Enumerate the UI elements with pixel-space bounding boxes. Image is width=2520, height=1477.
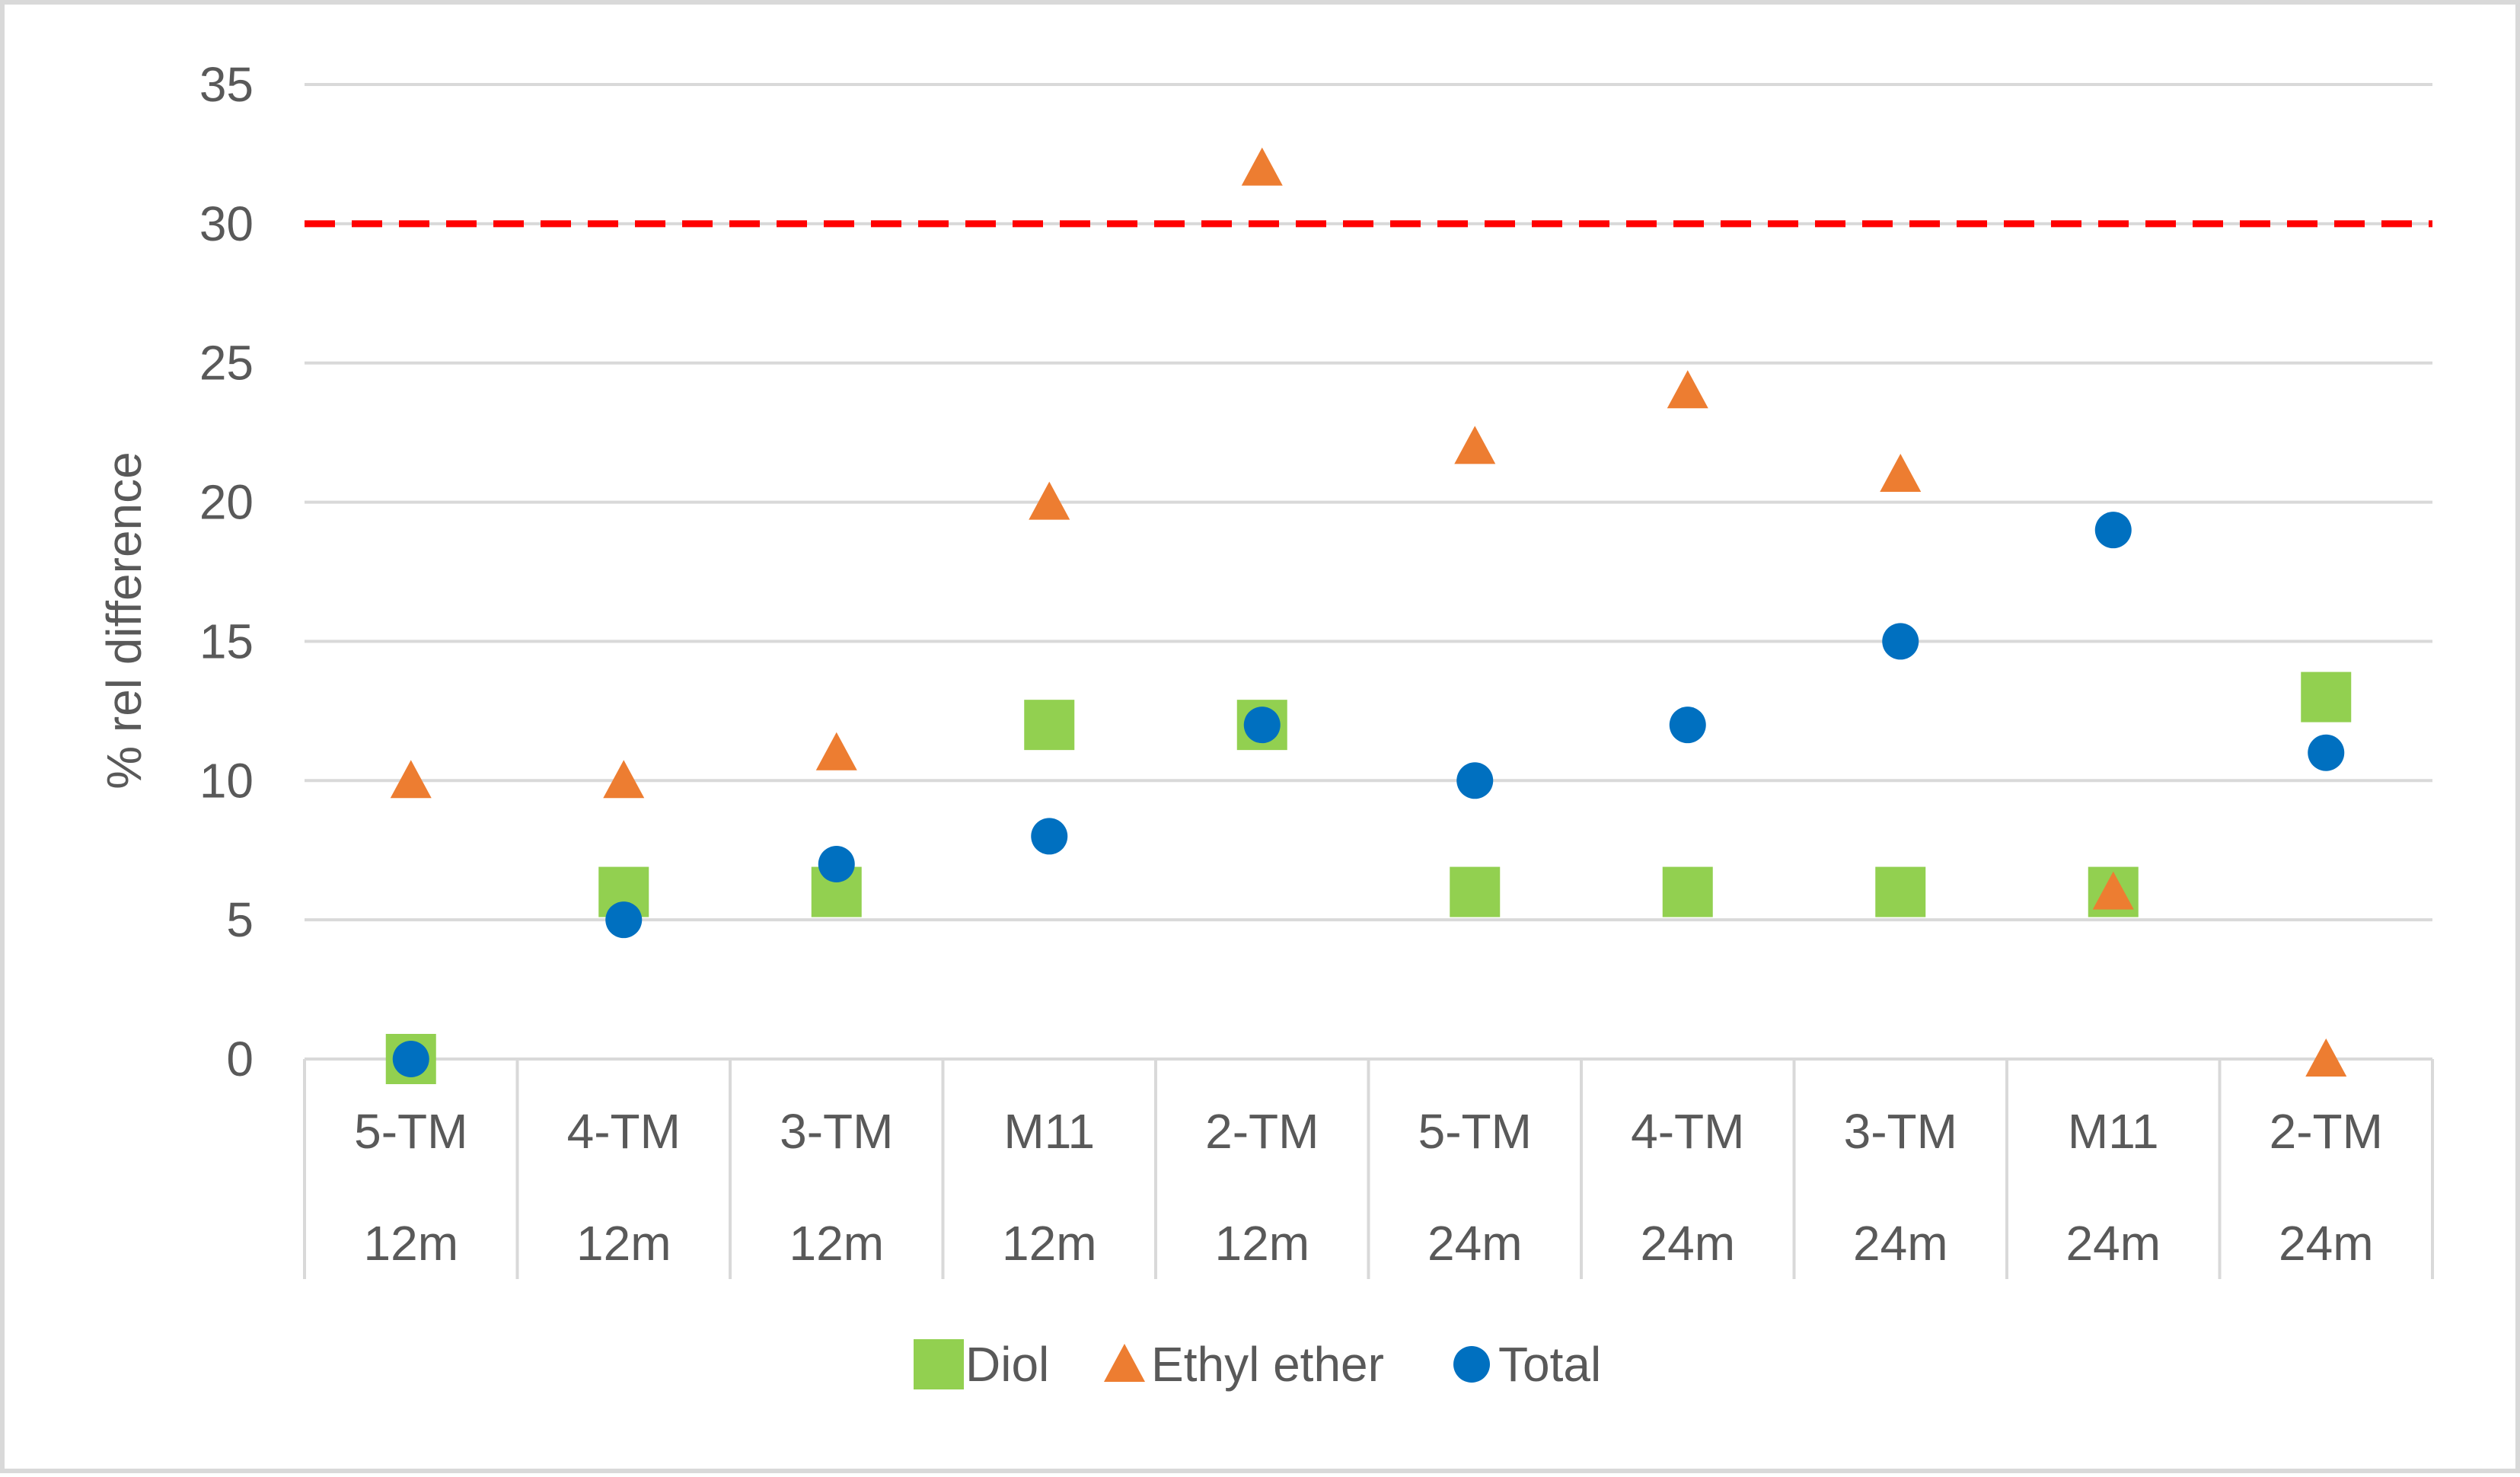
legend-label: Diol [965, 1337, 1049, 1392]
data-point-diol [1450, 866, 1501, 917]
y-tick-label: 10 [199, 753, 254, 808]
data-point-total [2094, 512, 2132, 549]
data-point-ethyl-ether [1241, 147, 1283, 186]
y-tick-label: 5 [226, 892, 254, 947]
data-point-total [392, 1041, 429, 1077]
x-tick-label-primary: 2-TM [2270, 1104, 2383, 1159]
x-tick-label-secondary: 12m [789, 1216, 885, 1271]
x-tick-label-primary: 5-TM [1418, 1104, 1532, 1159]
legend-marker-ethyl-ether [1104, 1344, 1145, 1382]
y-tick-label: 35 [199, 57, 254, 112]
data-point-ethyl-ether [390, 760, 432, 799]
data-point-ethyl-ether [1029, 481, 1070, 520]
x-tick-label-secondary: 24m [2066, 1216, 2161, 1271]
data-point-ethyl-ether [603, 760, 645, 799]
data-point-total [2308, 734, 2345, 771]
x-tick-label-secondary: 24m [1427, 1216, 1523, 1271]
y-tick-label: 15 [199, 614, 254, 668]
y-tick-label: 30 [199, 196, 254, 251]
data-point-ethyl-ether [1880, 454, 1922, 492]
legend: Diol Ethyl ether Total [914, 1337, 1601, 1392]
x-tick-label-primary: M11 [1003, 1104, 1095, 1159]
data-point-total [1882, 623, 1919, 660]
legend-marker-diol [914, 1339, 964, 1389]
data-point-total [605, 901, 643, 939]
x-tick-label-secondary: 24m [1853, 1216, 1948, 1271]
data-point-ethyl-ether [2092, 871, 2134, 910]
x-tick-label-secondary: 12m [1215, 1216, 1310, 1271]
legend-label: Total [1498, 1337, 1601, 1392]
y-tick-label: 0 [226, 1032, 254, 1086]
legend-label: Ethyl ether [1151, 1337, 1384, 1392]
data-point-total [1456, 762, 1494, 799]
x-tick-label-primary: 2-TM [1205, 1104, 1319, 1159]
data-point-diol [1875, 866, 1926, 917]
x-tick-label-primary: 4-TM [1631, 1104, 1744, 1159]
x-tick-label-secondary: 12m [1002, 1216, 1097, 1271]
x-tick-label-secondary: 24m [1641, 1216, 1736, 1271]
data-point-total [1669, 707, 1706, 744]
x-tick-label-secondary: 24m [2279, 1216, 2374, 1271]
x-tick-label-primary: 5-TM [354, 1104, 467, 1159]
data-point-diol [1024, 700, 1075, 751]
x-tick-label-primary: 3-TM [780, 1104, 893, 1159]
data-point-ethyl-ether [1667, 370, 1708, 409]
data-point-total [1243, 707, 1281, 744]
data-point-diol [2301, 672, 2352, 723]
x-tick-label-primary: M11 [2068, 1104, 2159, 1159]
data-point-total [818, 846, 855, 882]
data-point-ethyl-ether [2305, 1038, 2347, 1077]
y-tick-label: 20 [199, 475, 254, 530]
legend-marker-total [1453, 1346, 1490, 1383]
x-tick-label-primary: 4-TM [567, 1104, 681, 1159]
data-point-ethyl-ether [815, 732, 857, 770]
data-point-total [1031, 818, 1068, 855]
data-point-diol [1662, 866, 1713, 917]
x-tick-label-primary: 3-TM [1844, 1104, 1957, 1159]
data-points [385, 147, 2352, 1084]
x-tick-label-secondary: 12m [576, 1216, 671, 1271]
data-point-ethyl-ether [1454, 426, 1496, 464]
y-axis-label: % rel difference [97, 451, 152, 790]
x-tick-label-secondary: 12m [364, 1216, 459, 1271]
y-tick-label: 25 [199, 336, 254, 391]
axes: 0 5 10 15 20 25 30 35 5-TM 12m 4-TM 12m 3-TM 12m M11 12… [199, 57, 2434, 1279]
